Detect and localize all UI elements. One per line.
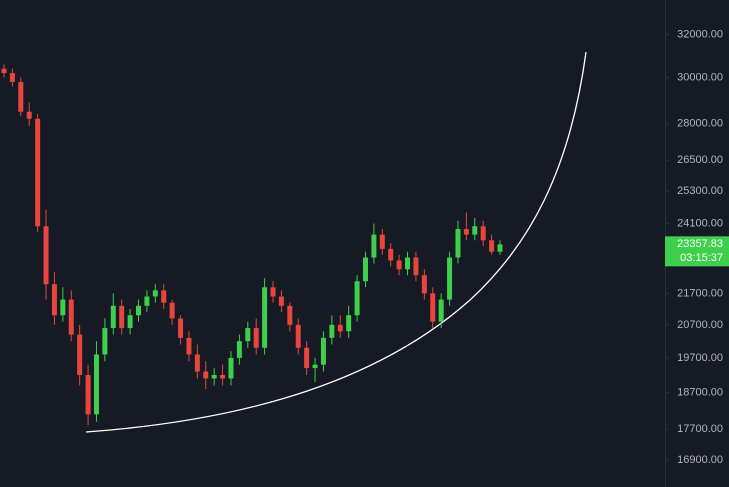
y-tick-label: 25300.00	[677, 185, 723, 197]
candle-body	[438, 299, 444, 322]
candle-body	[60, 299, 66, 316]
candle-body	[379, 234, 385, 249]
candle-body	[489, 240, 495, 252]
candle-body	[161, 290, 167, 303]
candle-body	[211, 374, 217, 379]
price-tag-value: 23357.83	[677, 238, 723, 250]
candle-body	[18, 81, 24, 112]
y-tick-label: 24100.00	[677, 217, 723, 229]
candle-body	[245, 328, 251, 342]
price-tag-countdown: 03:15:37	[680, 252, 723, 264]
y-tick-label: 19700.00	[677, 352, 723, 364]
candle-body	[178, 318, 184, 338]
candle-body	[304, 347, 310, 369]
candle-body	[169, 302, 175, 319]
candle-body	[186, 337, 192, 355]
candle-body	[472, 226, 478, 235]
candle-body	[354, 281, 360, 316]
candle-body	[119, 305, 125, 329]
y-tick-label: 21700.00	[677, 287, 723, 299]
candle-body	[110, 305, 116, 329]
candle-body	[371, 234, 377, 258]
candle-body	[405, 257, 411, 270]
candle-body	[203, 371, 209, 379]
candle-body	[93, 354, 99, 415]
candle-body	[430, 293, 436, 322]
candle-body	[480, 226, 486, 241]
candle-body	[228, 357, 234, 379]
y-tick-label: 32000.00	[677, 28, 723, 40]
candle-body	[413, 257, 419, 276]
y-tick-label: 28000.00	[677, 117, 723, 129]
candle-body	[194, 354, 200, 372]
candle-body	[463, 229, 469, 235]
candle-body	[77, 334, 83, 375]
candle-body	[102, 328, 108, 355]
candle-body	[346, 315, 352, 332]
candle-body	[396, 260, 402, 270]
candle-body	[35, 118, 41, 227]
candle-body	[236, 341, 242, 358]
y-tick-label: 26500.00	[677, 154, 723, 166]
candle-body	[253, 328, 259, 348]
candle-body	[447, 257, 453, 300]
candle-body	[262, 287, 268, 348]
candle-body	[329, 324, 335, 338]
candle-body	[270, 287, 276, 297]
candle-body	[320, 337, 326, 365]
y-tick-label: 18700.00	[677, 386, 723, 398]
candle-body	[26, 111, 32, 119]
candle-body	[220, 374, 226, 379]
candle-body	[136, 305, 142, 316]
price-tag	[665, 236, 729, 267]
candle-body	[68, 299, 74, 335]
candle-body	[388, 248, 394, 261]
candle-body	[127, 315, 133, 329]
candle-body	[295, 324, 301, 348]
candle-body	[287, 305, 293, 325]
candle-body	[497, 244, 503, 252]
candle-body	[43, 226, 49, 285]
candle-body	[312, 364, 318, 369]
candle-body	[421, 275, 427, 294]
candle-body	[337, 324, 343, 332]
candle-body	[144, 296, 150, 306]
candle-body	[9, 73, 15, 82]
y-tick-label: 20700.00	[677, 319, 723, 331]
candle-body	[51, 284, 57, 316]
candle-body	[152, 290, 158, 297]
candle-body	[362, 257, 368, 282]
candle-body	[278, 296, 284, 306]
y-tick-label: 16900.00	[677, 454, 723, 466]
y-tick-label: 30000.00	[677, 71, 723, 83]
candle-body	[455, 229, 461, 258]
candle-body	[85, 374, 91, 415]
y-tick-label: 17700.00	[677, 423, 723, 435]
candle-body	[1, 68, 7, 74]
trend-curve	[85, 51, 587, 433]
